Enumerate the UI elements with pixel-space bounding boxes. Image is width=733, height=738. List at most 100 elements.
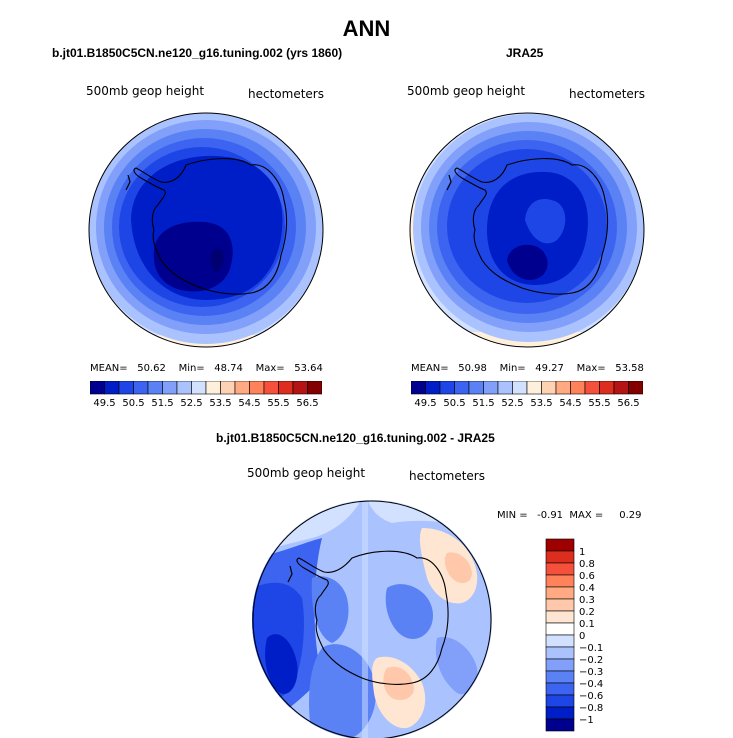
panel2-map: [409, 112, 645, 348]
colorbar-level-label: −0.6: [579, 691, 603, 702]
colorbar-tick-label: 53.5: [530, 398, 552, 409]
colorbar-swatch: [191, 381, 207, 395]
panel1-field-label: 500mb geop height: [86, 84, 205, 98]
colorbar-level-label: −0.1: [579, 643, 603, 654]
panel3-colorbar: 10.80.60.40.30.20.10−0.1−0.2−0.3−0.4−0.6…: [545, 538, 603, 732]
page-title: ANN: [342, 16, 391, 41]
panel1-max-label: Max=: [255, 363, 285, 374]
colorbar-level-label: 0.4: [579, 583, 595, 594]
panel3-units: hectometers: [409, 469, 485, 483]
colorbar-swatch: [545, 682, 575, 696]
panel3-max: 0.29: [619, 510, 642, 521]
colorbar-level-label: −0.3: [579, 667, 603, 678]
colorbar-swatch: [545, 586, 575, 600]
colorbar-tick-label: 55.5: [267, 398, 289, 409]
colorbar-tick-label: 51.5: [151, 398, 173, 409]
colorbar-swatch: [545, 550, 575, 564]
colorbar-swatch: [613, 381, 629, 395]
colorbar-swatch: [497, 381, 513, 395]
colorbar-swatch: [263, 381, 279, 395]
colorbar-swatch: [628, 381, 643, 395]
panel3-field-label: 500mb geop height: [247, 466, 366, 480]
panel1-min-label: Min=: [178, 363, 205, 374]
colorbar-swatch: [545, 598, 575, 612]
colorbar-swatch: [307, 381, 322, 395]
colorbar-swatch: [599, 381, 615, 395]
colorbar-swatch: [234, 381, 250, 395]
panel2-min: 49.27: [535, 363, 564, 374]
colorbar-swatch: [545, 610, 575, 624]
panel1-colorbar-ticks: 49.5 50.5 51.5 52.5 53.5 54.5 55.5 56.5: [93, 398, 318, 409]
panel2-mean: 50.98: [458, 363, 487, 374]
colorbar-swatch: [411, 381, 426, 395]
panel1-max: 53.64: [294, 363, 323, 374]
colorbar-level-label: 0.3: [579, 595, 595, 606]
colorbar-swatch: [205, 381, 221, 395]
colorbar-swatch: [468, 381, 484, 395]
panel3-min-label: MIN =: [497, 510, 528, 521]
colorbar-level-label: −1: [579, 715, 594, 726]
colorbar-level-label: 0: [579, 631, 585, 642]
colorbar-level-label: −0.4: [579, 679, 603, 690]
colorbar-swatch: [545, 622, 575, 636]
colorbar-swatch: [545, 706, 575, 720]
panel2-stats: MEAN= 50.98 Min= 49.27 Max= 53.58: [411, 363, 644, 374]
colorbar-tick-label: 51.5: [472, 398, 494, 409]
colorbar-swatch: [162, 381, 178, 395]
colorbar-swatch: [147, 381, 163, 395]
colorbar-tick-label: 50.5: [443, 398, 465, 409]
panel1-title: b.jt01.B1850C5CN.ne120_g16.tuning.002 (y…: [52, 46, 343, 60]
colorbar-swatch: [249, 381, 265, 395]
colorbar-level-label: −0.8: [579, 703, 603, 714]
colorbar-swatch: [545, 634, 575, 648]
colorbar-swatch: [278, 381, 294, 395]
colorbar-tick-label: 54.5: [559, 398, 581, 409]
colorbar-swatch: [176, 381, 192, 395]
colorbar-level-label: 0.1: [579, 619, 595, 630]
panel2-mean-label: MEAN=: [411, 363, 449, 374]
colorbar-level-label: 0.6: [579, 571, 595, 582]
colorbar-swatch: [425, 381, 441, 395]
panel2-title: JRA25: [506, 46, 544, 60]
panel2-field-label: 500mb geop height: [407, 84, 526, 98]
colorbar-swatch: [545, 670, 575, 684]
panel2-max-label: Max=: [576, 363, 606, 374]
colorbar-level-label: 0.8: [579, 559, 595, 570]
colorbar-swatch: [483, 381, 499, 395]
panel3-min: -0.91: [537, 510, 564, 521]
colorbar-swatch: [541, 381, 557, 395]
colorbar-swatch: [545, 694, 575, 708]
panel1-mean-label: MEAN=: [90, 363, 128, 374]
colorbar-swatch: [454, 381, 470, 395]
panel2-colorbar: 49.5 50.5 51.5 52.5 53.5 54.5 55.5 56.5: [411, 381, 643, 409]
panel2-colorbar-ticks: 49.5 50.5 51.5 52.5 53.5 54.5 55.5 56.5: [414, 398, 639, 409]
panel2-max: 53.58: [615, 363, 644, 374]
panel1-colorbar: 49.5 50.5 51.5 52.5 53.5 54.5 55.5 56.5: [90, 381, 322, 409]
colorbar-swatch: [118, 381, 134, 395]
colorbar-tick-label: 49.5: [414, 398, 436, 409]
colorbar-tick-label: 50.5: [122, 398, 144, 409]
colorbar-swatch: [545, 718, 575, 732]
colorbar-tick-label: 54.5: [238, 398, 260, 409]
panel2-colorbar-swatches: [411, 381, 643, 395]
colorbar-tick-label: 56.5: [296, 398, 318, 409]
colorbar-tick-label: 52.5: [180, 398, 202, 409]
colorbar-swatch: [570, 381, 586, 395]
panel3-stats: MIN = -0.91 MAX = 0.29: [497, 510, 641, 521]
colorbar-tick-label: 56.5: [617, 398, 639, 409]
colorbar-level-label: 1: [579, 547, 585, 558]
panel1-min: 48.74: [214, 363, 243, 374]
panel2-units: hectometers: [569, 87, 645, 101]
colorbar-swatch: [90, 381, 105, 395]
panel3-title: b.jt01.B1850C5CN.ne120_g16.tuning.002 - …: [216, 431, 495, 445]
colorbar-swatch: [584, 381, 600, 395]
colorbar-swatch: [545, 574, 575, 588]
colorbar-swatch: [545, 658, 575, 672]
colorbar-swatch: [104, 381, 120, 395]
panel3-colorbar-ticks: 10.80.60.40.30.20.10−0.1−0.2−0.3−0.4−0.6…: [579, 547, 603, 726]
colorbar-swatch: [220, 381, 236, 395]
colorbar-tick-label: 53.5: [209, 398, 231, 409]
panel3-max-label: MAX =: [569, 510, 604, 521]
panel3-colorbar-swatches: [545, 538, 575, 732]
colorbar-swatch: [439, 381, 455, 395]
